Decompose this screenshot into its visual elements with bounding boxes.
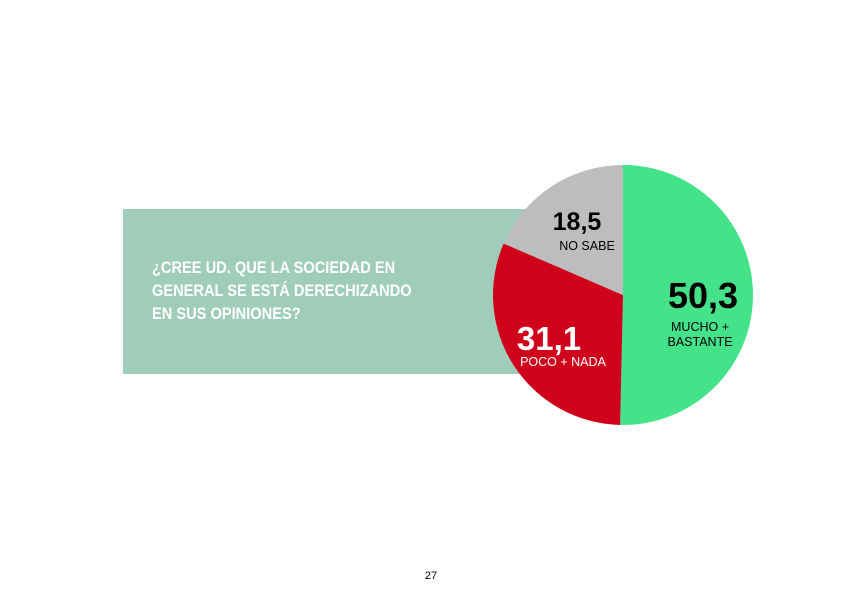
pie-slices <box>492 165 753 425</box>
question-text: ¿CREE UD. QUE LA SOCIEDAD EN GENERAL SE … <box>152 256 436 325</box>
question-line-2: GENERAL SE ESTÁ DERECHIZANDO <box>152 281 412 300</box>
question-line-1: ¿CREE UD. QUE LA SOCIEDAD EN <box>152 258 396 277</box>
page-number: 27 <box>424 570 438 582</box>
pie-slice-3 <box>503 165 623 295</box>
pie-slice-1 <box>620 165 753 425</box>
slice-label-1-line-1: MUCHO + <box>671 320 729 334</box>
pie-slice-2 <box>492 243 623 425</box>
slice-value-2: 31,1 <box>517 320 581 357</box>
slice-value-3: 18,5 <box>553 208 602 236</box>
slice-label-2-line-1: POCO + NADA <box>520 355 606 369</box>
slice-value-1: 50,3 <box>668 275 738 316</box>
question-panel <box>123 209 565 374</box>
slice-label-1-line-2: BASTANTE <box>667 335 732 349</box>
slice-label-3-line-1: NO SABE <box>559 239 615 253</box>
question-line-3: EN SUS OPINIONES? <box>152 304 301 323</box>
